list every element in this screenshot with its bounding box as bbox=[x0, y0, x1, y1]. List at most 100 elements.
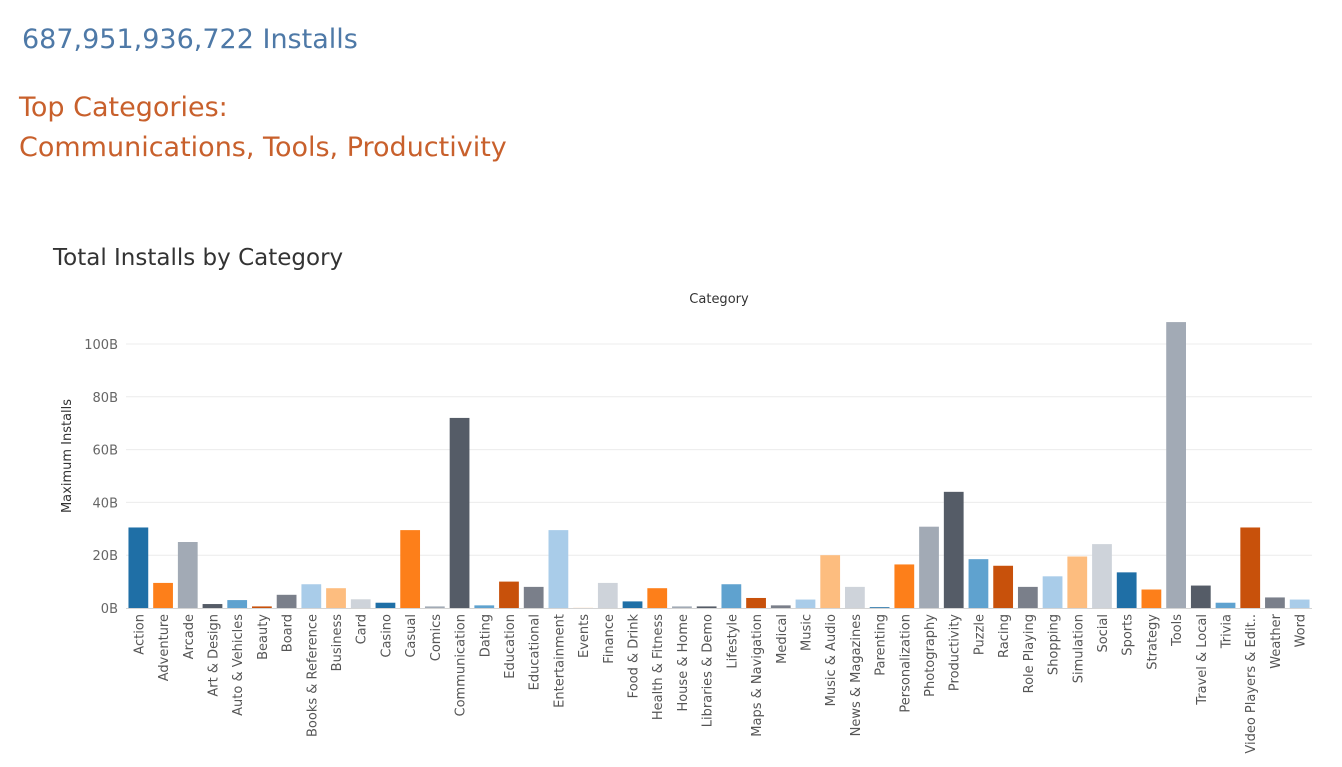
bar-personalization[interactable] bbox=[894, 564, 915, 608]
bar-food-drink[interactable] bbox=[622, 601, 643, 608]
bar-parenting[interactable] bbox=[869, 607, 890, 608]
bar-music-audio[interactable] bbox=[820, 555, 841, 608]
bar-role-playing[interactable] bbox=[1017, 586, 1038, 608]
bar-auto-vehicles[interactable] bbox=[227, 600, 248, 608]
total-installs-value: 687,951,936,722 bbox=[22, 24, 254, 55]
x-tick-label: Medical bbox=[775, 614, 790, 664]
bar-card[interactable] bbox=[350, 599, 371, 608]
bar-travel-local[interactable] bbox=[1190, 585, 1211, 608]
bar-casual[interactable] bbox=[400, 530, 421, 608]
y-axis-title: Maximum Installs bbox=[60, 399, 75, 513]
y-tick-label: 100B bbox=[84, 338, 118, 353]
bar-sports[interactable] bbox=[1116, 572, 1137, 608]
x-tick-label: Music & Audio bbox=[824, 614, 839, 706]
x-tick-label: Role Playing bbox=[1022, 614, 1037, 693]
x-tick-label: House & Home bbox=[676, 614, 691, 712]
x-tick-label: Travel & Local bbox=[1195, 614, 1210, 706]
x-tick-label: Trivia bbox=[1220, 614, 1235, 649]
bar-education[interactable] bbox=[499, 581, 519, 608]
x-tick-label: Entertainment bbox=[552, 614, 567, 708]
x-tick-label: Word bbox=[1294, 614, 1309, 647]
bar-strategy[interactable] bbox=[1141, 589, 1162, 608]
y-tick-label: 80B bbox=[93, 391, 118, 406]
x-tick-label: News & Magazines bbox=[849, 614, 864, 737]
bar-business[interactable] bbox=[326, 588, 346, 608]
bar-puzzle[interactable] bbox=[968, 559, 989, 608]
bar-health-fitness[interactable] bbox=[647, 588, 668, 608]
bar-communication[interactable] bbox=[449, 417, 470, 608]
bar-educational[interactable] bbox=[523, 586, 544, 608]
x-tick-label: Communication bbox=[454, 614, 469, 716]
total-installs-headline: 687,951,936,722 Installs bbox=[22, 24, 358, 55]
x-tick-label: Books & Reference bbox=[305, 614, 320, 737]
x-tick-label: Music bbox=[799, 614, 814, 651]
x-tick-label: Action bbox=[132, 614, 147, 655]
x-tick-label: Auto & Vehicles bbox=[231, 614, 246, 716]
bar-word[interactable] bbox=[1289, 599, 1310, 608]
bars bbox=[128, 322, 1310, 608]
x-tick-label: Casino bbox=[379, 614, 394, 658]
bar-house-home[interactable] bbox=[672, 606, 692, 608]
bar-casino[interactable] bbox=[375, 602, 396, 608]
bar-action[interactable] bbox=[128, 527, 149, 608]
x-tick-label: Health & Fitness bbox=[651, 614, 666, 720]
total-installs-suffix: Installs bbox=[262, 24, 358, 55]
x-tick-label: Tools bbox=[1170, 614, 1185, 647]
top-categories-heading: Top Categories: bbox=[19, 92, 228, 123]
x-tick-label: Card bbox=[355, 614, 370, 644]
bar-tools[interactable] bbox=[1166, 322, 1186, 608]
x-tick-label: Libraries & Demo bbox=[701, 614, 716, 727]
x-tick-label: Casual bbox=[404, 614, 419, 658]
x-tick-label: Strategy bbox=[1145, 614, 1160, 670]
bar-comics[interactable] bbox=[424, 606, 445, 608]
bar-art-design[interactable] bbox=[202, 604, 223, 608]
bar-medical[interactable] bbox=[770, 605, 791, 608]
bar-adventure[interactable] bbox=[153, 582, 173, 608]
x-tick-label: Beauty bbox=[256, 614, 271, 660]
bar-dating[interactable] bbox=[474, 605, 495, 608]
gridlines bbox=[126, 343, 1312, 609]
x-axis-title: Category bbox=[689, 292, 749, 307]
bar-arcade[interactable] bbox=[177, 542, 198, 608]
x-tick-label: Sports bbox=[1121, 614, 1136, 656]
x-tick-label: Video Players & Edit.. bbox=[1244, 614, 1259, 754]
x-tick-label: Puzzle bbox=[972, 614, 987, 655]
y-tick-label: 20B bbox=[93, 549, 118, 564]
x-tick-label: Art & Design bbox=[206, 614, 221, 697]
x-tick-label: Photography bbox=[923, 614, 938, 697]
bar-shopping[interactable] bbox=[1042, 576, 1063, 608]
bar-trivia[interactable] bbox=[1215, 602, 1236, 608]
x-tick-label: Education bbox=[503, 614, 518, 679]
x-tick-label: Events bbox=[577, 614, 592, 658]
bar-video-players-edit-[interactable] bbox=[1240, 527, 1261, 608]
bar-simulation[interactable] bbox=[1067, 556, 1088, 608]
bar-news-magazines[interactable] bbox=[845, 586, 865, 608]
x-tick-label: Finance bbox=[602, 614, 617, 664]
bar-beauty[interactable] bbox=[252, 606, 272, 608]
top-categories-list: Communications, Tools, Productivity bbox=[19, 132, 507, 163]
bar-libraries-demo[interactable] bbox=[696, 606, 717, 608]
y-axis-ticks: 0B 20B 40B 60B 80B 100B bbox=[84, 338, 118, 617]
bar-photography[interactable] bbox=[919, 526, 939, 608]
x-axis-ticks: Action Adventure Arcade Art & Design Auto & … bbox=[132, 613, 1308, 753]
bar-lifestyle[interactable] bbox=[721, 584, 742, 608]
bar-maps-navigation[interactable] bbox=[746, 597, 766, 608]
bar-racing[interactable] bbox=[993, 565, 1014, 608]
bar-board[interactable] bbox=[276, 594, 297, 608]
x-tick-label: Racing bbox=[997, 614, 1012, 658]
x-tick-label: Dating bbox=[478, 614, 493, 657]
bar-entertainment[interactable] bbox=[548, 530, 569, 608]
bar-social[interactable] bbox=[1092, 544, 1112, 608]
bar-productivity[interactable] bbox=[943, 491, 964, 608]
bar-finance[interactable] bbox=[597, 582, 618, 608]
x-tick-label: Simulation bbox=[1071, 614, 1086, 683]
x-tick-label: Comics bbox=[429, 614, 444, 661]
bar-music[interactable] bbox=[795, 599, 816, 608]
x-tick-label: Shopping bbox=[1047, 614, 1062, 675]
bar-books-reference[interactable] bbox=[301, 584, 322, 608]
bar-weather[interactable] bbox=[1265, 597, 1285, 608]
y-tick-label: 40B bbox=[93, 496, 118, 511]
x-tick-label: Adventure bbox=[157, 614, 172, 681]
x-tick-label: Arcade bbox=[182, 614, 197, 659]
